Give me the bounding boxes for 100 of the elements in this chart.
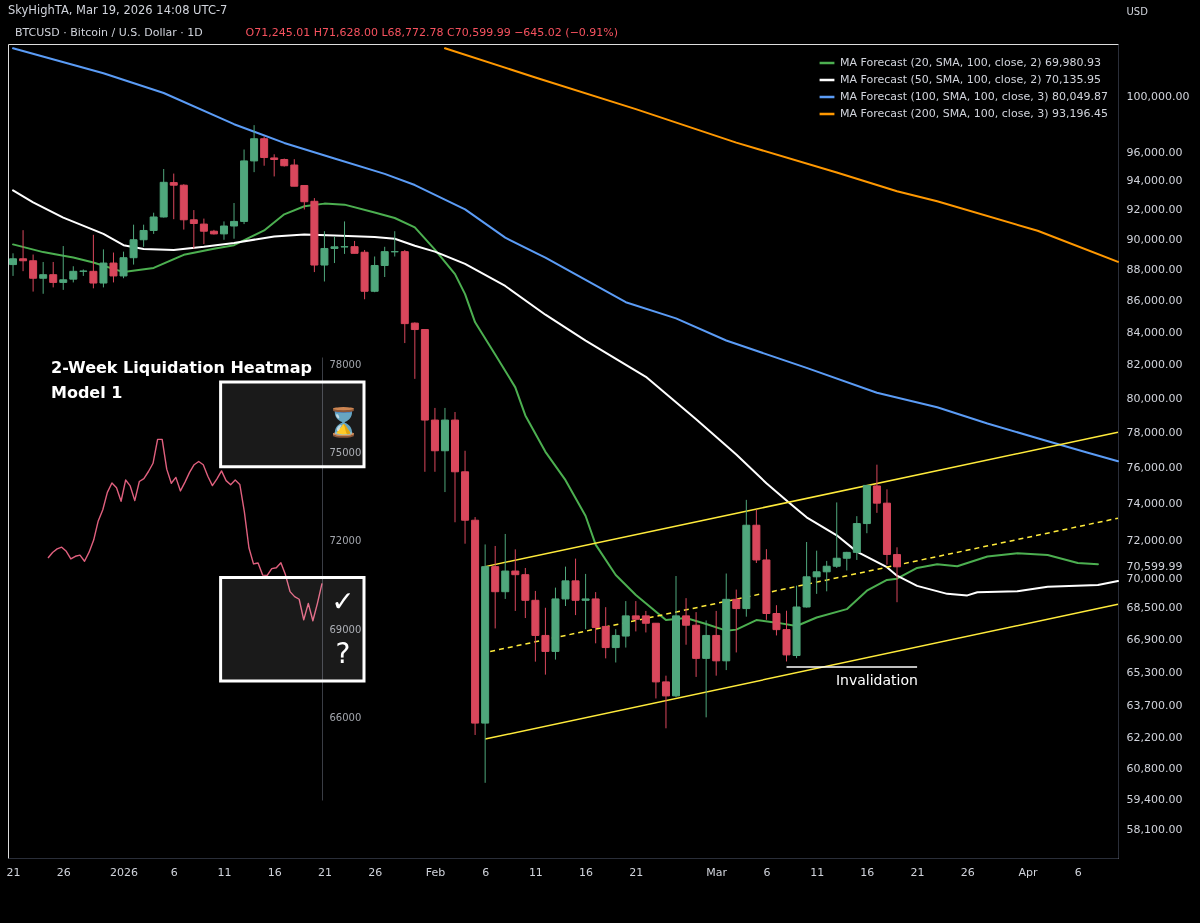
y-tick-label: 96,000.00	[1126, 145, 1183, 159]
y-tick-label: 60,800.00	[1126, 762, 1183, 776]
y-tick-label: 69000	[329, 623, 362, 635]
y-tick-label: 72,000.00	[1126, 533, 1183, 547]
x-tick-label: Apr	[1018, 865, 1039, 879]
x-tick-label: 21	[629, 865, 644, 879]
x-tick-label: 6	[482, 865, 490, 879]
candlestick	[189, 209, 198, 249]
text: 2-Week Liquidation Heatmap Model 1	[51, 358, 312, 402]
y-tick-label: 72000	[329, 535, 362, 547]
candlestick	[380, 246, 389, 278]
candlestick	[661, 675, 670, 729]
y-tick-label: 59,400.00	[1126, 793, 1183, 807]
y-tick-label: 70,599.99	[1126, 560, 1183, 574]
x-tick-label: 21	[6, 865, 21, 879]
candlestick	[219, 220, 228, 241]
band-label: ⌛	[325, 406, 361, 440]
candlestick	[29, 254, 38, 293]
line-series	[47, 438, 323, 622]
x-tick-label: 6	[170, 865, 178, 879]
text: SkyHighTA, Mar 19, 2026 14:08 UTC-7	[8, 3, 228, 17]
line-series	[12, 47, 1119, 463]
x-tick-label: Feb	[425, 865, 446, 879]
legend-label: MA Forecast (200, SMA, 100, close, 3) 93,196.45	[840, 107, 1108, 120]
candlestick	[109, 252, 118, 283]
y-tick-label: 75000	[329, 447, 362, 459]
annotation: Invalidation	[835, 671, 918, 688]
x-tick-label: 16	[267, 865, 282, 879]
candlestick	[290, 158, 299, 187]
candlestick	[410, 321, 419, 380]
candlestick	[169, 173, 178, 220]
candlestick	[300, 184, 309, 210]
candlestick	[732, 589, 741, 653]
y-tick-label: 84,000.00	[1126, 325, 1183, 339]
candlestick	[822, 560, 831, 592]
y-tick-label: 82,000.00	[1126, 358, 1183, 372]
y-tick-label: 65,300.00	[1126, 665, 1183, 679]
legend-label: MA Forecast (100, SMA, 100, close, 3) 80,049.87	[840, 90, 1108, 103]
candlestick	[250, 124, 259, 173]
candlestick	[99, 248, 108, 288]
candlestick	[702, 619, 711, 718]
line-series	[443, 47, 1119, 263]
x-tick-label: 21	[910, 865, 925, 879]
candlestick	[149, 212, 158, 235]
candlestick	[601, 606, 610, 659]
y-tick-label: 62,200.00	[1126, 731, 1183, 745]
y-tick-label: 92,000.00	[1126, 202, 1183, 216]
candlestick	[270, 153, 279, 177]
y-tick-label: 78,000.00	[1126, 425, 1183, 439]
y-tick-label: 80,000.00	[1126, 391, 1183, 405]
y-tick-label: 63,700.00	[1126, 699, 1183, 713]
y-tick-label: 66,900.00	[1126, 632, 1183, 646]
y-tick-label: 70,000.00	[1126, 571, 1183, 585]
x-tick-label: 26	[368, 865, 383, 879]
x-tick-label: 21	[317, 865, 332, 879]
y-tick-label: 58,100.00	[1126, 823, 1183, 837]
x-tick-label: 26	[56, 865, 71, 879]
y-tick-label: 78000	[329, 358, 362, 370]
x-tick-label: 16	[860, 865, 875, 879]
candlestick	[19, 229, 28, 272]
candlestick	[571, 558, 580, 616]
candlestick	[621, 600, 630, 649]
annotation: ✓	[331, 585, 355, 619]
y-tick-label: 66000	[329, 712, 362, 724]
candlestick	[641, 610, 650, 633]
y-tick-label: 88,000.00	[1126, 262, 1183, 276]
x-tick-label: 2026	[110, 865, 139, 879]
candlestick	[390, 230, 399, 257]
legend-label: MA Forecast (50, SMA, 100, close, 2) 70,135.95	[840, 73, 1101, 86]
y-tick-label: 86,000.00	[1126, 294, 1183, 307]
candlestick	[199, 218, 208, 245]
legend-label: MA Forecast (20, SMA, 100, close, 2) 69,980.93	[840, 56, 1101, 69]
candlestick	[59, 245, 68, 291]
y-tick-label: 76,000.00	[1126, 460, 1183, 474]
candlestick	[89, 234, 98, 289]
y-tick-label: 94,000.00	[1126, 173, 1183, 187]
candlestick	[230, 202, 239, 240]
y-tick-label: 90,000.00	[1126, 232, 1183, 246]
y-axis-title: USD	[1126, 5, 1149, 17]
annotation: ?	[335, 637, 351, 671]
candlestick	[49, 261, 58, 288]
x-tick-label: 16	[579, 865, 594, 879]
y-tick-label: 74,000.00	[1126, 496, 1183, 510]
candlestick	[611, 628, 620, 663]
x-tick-label: 11	[810, 865, 825, 879]
y-tick-label: 100,000.00	[1126, 90, 1190, 104]
candlestick	[631, 600, 640, 632]
candlestick	[893, 546, 901, 603]
x-tick-label: 6	[1074, 865, 1082, 879]
y-tick-label: 68,500.00	[1126, 601, 1183, 615]
chart-title: BTCUSD · Bitcoin / U.S. Dollar · 1D	[15, 26, 203, 39]
candlestick	[260, 136, 269, 167]
candlestick	[682, 597, 691, 646]
x-tick-label: 6	[763, 865, 771, 879]
candlestick	[581, 573, 590, 630]
x-tick-label: 11	[217, 865, 232, 879]
candlestick	[872, 464, 881, 514]
candlestick	[511, 548, 520, 612]
x-tick-label: Mar	[706, 865, 728, 879]
candlestick	[501, 533, 510, 600]
